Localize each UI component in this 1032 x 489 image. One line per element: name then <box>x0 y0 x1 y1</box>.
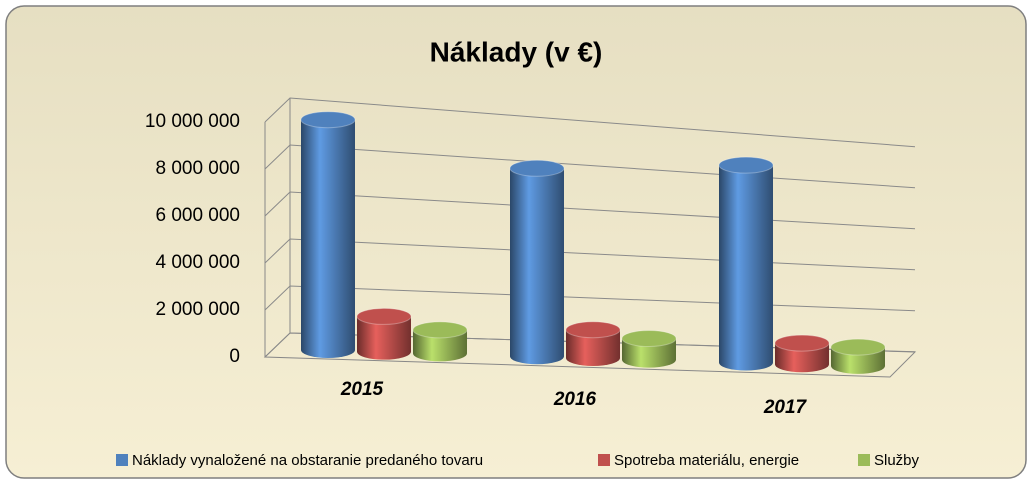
y-tick-label: 2 000 000 <box>155 299 240 320</box>
bar-top <box>718 156 774 174</box>
x-tick-label: 2015 <box>340 379 384 400</box>
x-tick-label: 2016 <box>553 389 597 410</box>
y-tick-label: 8 000 000 <box>155 158 240 179</box>
bar <box>622 338 676 368</box>
bar-top <box>412 321 468 339</box>
bar-top <box>774 334 830 352</box>
bar <box>357 316 411 360</box>
bar <box>775 343 829 373</box>
bar <box>719 165 773 371</box>
grid-line <box>264 191 916 230</box>
bar <box>566 329 620 366</box>
bar <box>413 329 467 362</box>
grid-line <box>264 97 916 148</box>
legend-label: Náklady vynaložené na obstaranie predané… <box>132 452 483 469</box>
y-tick-label: 6 000 000 <box>155 205 240 226</box>
legend-swatch <box>598 454 610 466</box>
grid-line <box>264 332 916 358</box>
legend-label: Služby <box>874 452 920 469</box>
grid-line <box>264 285 916 312</box>
legend-label: Spotreba materiálu, energie <box>614 452 799 469</box>
bar <box>301 119 355 358</box>
bar-top <box>565 321 621 339</box>
bar <box>510 168 564 365</box>
x-tick-label: 2017 <box>763 397 808 418</box>
bar-top <box>509 159 565 177</box>
y-tick-label: 4 000 000 <box>155 252 240 273</box>
legend-swatch <box>116 454 128 466</box>
bar-top <box>830 338 886 356</box>
bar-top <box>300 111 356 129</box>
chart-title: Náklady (v €) <box>430 36 603 67</box>
y-tick-label: 0 <box>229 346 240 367</box>
y-tick-label: 10 000 000 <box>145 111 240 132</box>
grid-line <box>264 144 916 189</box>
legend-swatch <box>858 454 870 466</box>
bar-top <box>621 329 677 347</box>
bar-top <box>356 307 412 325</box>
grid-line <box>264 238 916 271</box>
